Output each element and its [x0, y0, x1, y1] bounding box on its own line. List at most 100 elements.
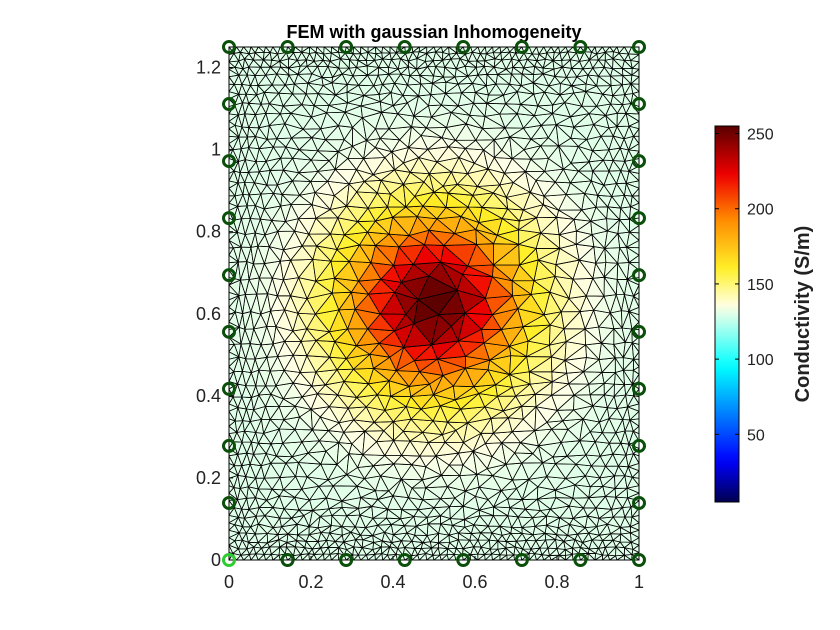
electrode — [339, 40, 354, 54]
colorbar-tick-label: 100 — [747, 352, 774, 369]
mesh-element — [471, 51, 481, 62]
mesh-element — [360, 52, 369, 61]
electrode — [397, 40, 412, 54]
mesh-element — [338, 52, 346, 60]
y-tick-label: 1.2 — [196, 58, 221, 78]
mesh-element — [233, 51, 241, 62]
mesh-element — [418, 46, 428, 54]
electrode — [280, 40, 295, 54]
electrode — [222, 268, 236, 283]
mesh-element — [523, 52, 533, 60]
electrode — [573, 553, 588, 567]
colorbar-tick-label: 200 — [747, 202, 774, 219]
reference-electrode — [222, 553, 236, 567]
electrode — [339, 553, 354, 567]
mesh-element — [269, 52, 279, 61]
x-tick-label: 0.2 — [298, 572, 323, 592]
mesh-element — [479, 53, 487, 62]
colorbar-tick-label: 250 — [747, 127, 774, 144]
mesh-element — [456, 52, 466, 59]
electrode — [632, 154, 646, 169]
y-tick-label: 0.6 — [196, 304, 221, 324]
y-tick-label: 1 — [211, 140, 221, 160]
mesh-element — [248, 52, 256, 61]
electrode — [632, 211, 646, 226]
electrode — [222, 97, 236, 112]
mesh-element — [625, 182, 640, 197]
mesh-element — [277, 52, 287, 62]
electrode — [222, 381, 236, 396]
electrode — [514, 40, 529, 54]
mesh-element — [612, 51, 620, 60]
electrode — [280, 553, 295, 567]
mesh-element — [263, 51, 271, 61]
mesh-element — [352, 53, 361, 61]
mesh-element — [448, 52, 457, 60]
electrode — [632, 324, 646, 339]
colorbar-label: Conductivity (S/m) — [792, 226, 814, 403]
y-tick-label: 0 — [211, 550, 221, 570]
electrode — [514, 553, 529, 567]
colorbar — [714, 125, 740, 503]
mesh-element — [492, 46, 502, 54]
electrode — [222, 495, 236, 510]
mesh-element — [309, 52, 317, 62]
mesh-element — [344, 52, 354, 61]
mesh-element — [367, 52, 377, 61]
mesh-element — [538, 52, 548, 60]
mesh-element — [315, 52, 325, 61]
x-tick-label: 0.6 — [462, 572, 487, 592]
colorbar-ticks: 50 100 150 200 250 — [715, 127, 774, 444]
mesh-element — [301, 51, 310, 61]
mesh-element — [591, 46, 598, 55]
electrode — [222, 40, 236, 54]
mesh-element — [381, 52, 391, 60]
electrode — [632, 553, 646, 567]
x-axis: 0 0.2 0.4 0.6 0.8 1 — [224, 556, 644, 592]
mesh-element — [323, 52, 332, 62]
electrode — [632, 495, 646, 510]
mesh-element — [509, 51, 517, 60]
colorbar-tick-label: 150 — [747, 277, 774, 294]
axes-box — [228, 46, 640, 561]
electrodes — [222, 40, 646, 567]
x-tick-label: 0.4 — [380, 572, 405, 592]
x-tick-label: 0.8 — [544, 572, 569, 592]
chart-title: FEM with gaussian Inhomogeneity — [286, 22, 581, 42]
electrode — [456, 40, 471, 54]
mesh-element — [395, 52, 406, 60]
electrode — [222, 154, 236, 169]
x-tick-label: 1 — [634, 572, 644, 592]
electrode — [573, 40, 588, 54]
mesh-element — [426, 51, 437, 62]
y-tick-label: 0.2 — [196, 468, 221, 488]
electrode — [222, 324, 236, 339]
mesh-element — [553, 46, 561, 54]
y-axis: 0 0.2 0.4 0.6 0.8 1 1.2 — [196, 58, 233, 570]
mesh-element — [567, 51, 577, 61]
electrode — [632, 40, 646, 54]
mesh-element — [239, 51, 250, 60]
y-tick-label: 0.8 — [196, 222, 221, 242]
y-tick-label: 0.4 — [196, 386, 221, 406]
mesh-element — [596, 46, 606, 55]
mesh-element — [500, 46, 511, 54]
electrode — [456, 553, 471, 567]
colorbar-tick-label: 50 — [747, 427, 765, 444]
mesh-element — [618, 52, 629, 61]
electrode — [222, 438, 236, 453]
mesh-element — [627, 466, 640, 478]
electrode — [632, 438, 646, 453]
mesh-element — [389, 52, 397, 61]
fem-mesh — [228, 46, 640, 561]
electrode — [632, 381, 646, 396]
mesh-element — [627, 406, 640, 421]
mesh-element — [293, 51, 303, 61]
mesh-element — [531, 53, 540, 62]
electrode — [632, 97, 646, 112]
electrode — [632, 268, 646, 283]
electrode — [397, 553, 412, 567]
mesh-element — [628, 53, 640, 61]
